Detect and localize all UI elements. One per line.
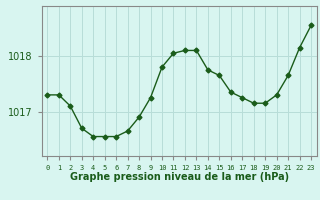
X-axis label: Graphe pression niveau de la mer (hPa): Graphe pression niveau de la mer (hPa) <box>70 172 289 182</box>
